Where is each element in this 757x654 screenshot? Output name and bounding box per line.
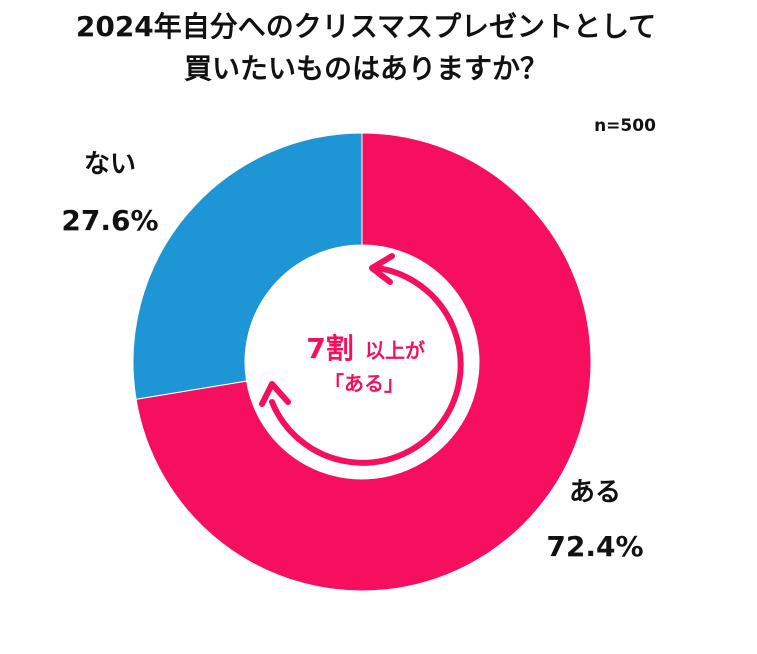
cycle-arrow — [259, 253, 464, 466]
annotation: 「ある」 — [324, 372, 404, 396]
annotation-emphasis: 7割 — [306, 332, 353, 365]
chart-title: 買いたいものはありますか？ — [184, 52, 548, 85]
arrow-head — [369, 253, 395, 285]
slice-label: ある — [569, 478, 621, 508]
slice — [135, 132, 592, 592]
slice — [132, 132, 363, 400]
arrow-head — [259, 381, 291, 407]
annotation: 以上が — [365, 339, 425, 363]
value-label: 27.6% — [61, 204, 158, 237]
sample-size: n=500 — [594, 116, 656, 136]
chart-title: 2024年自分へのクリスマスプレゼントとして — [76, 10, 656, 43]
slice-label: ない — [84, 150, 136, 180]
donut — [132, 132, 592, 592]
value-label: 72.4% — [546, 530, 643, 563]
arrow-arc — [269, 265, 464, 466]
